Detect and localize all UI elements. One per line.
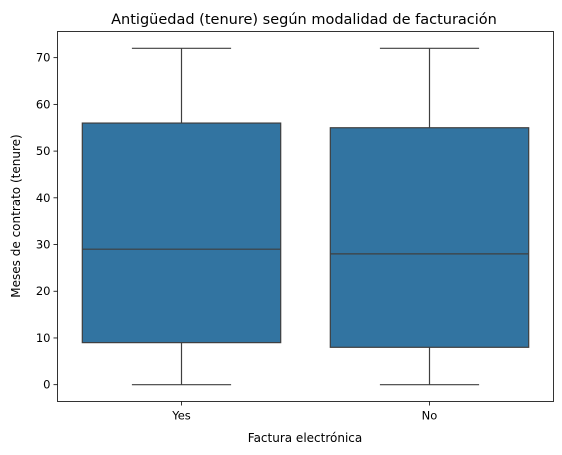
y-tick-label-10: 10	[36, 331, 51, 345]
y-tick-label-60: 60	[36, 97, 51, 111]
y-tick-label-50: 50	[36, 144, 51, 158]
y-axis-label: Meses de contrato (tenure)	[9, 134, 23, 297]
x-tick-label-yes: Yes	[171, 409, 191, 423]
y-tick-label-70: 70	[36, 51, 51, 65]
x-tick-label-no: No	[422, 409, 438, 423]
box-group-no	[329, 47, 530, 386]
plot-frame	[57, 31, 554, 402]
box-group-yes	[81, 47, 282, 386]
y-tick-label-20: 20	[36, 284, 51, 298]
iqr-box-yes	[81, 122, 282, 344]
y-tick-label-0: 0	[43, 378, 50, 392]
y-tick-label-30: 30	[36, 238, 51, 252]
x-axis-label: Factura electrónica	[248, 431, 362, 445]
y-tick-label-40: 40	[36, 191, 51, 205]
iqr-box-no	[329, 127, 530, 348]
chart-title: Antigüedad (tenure) según modalidad de f…	[111, 12, 497, 28]
